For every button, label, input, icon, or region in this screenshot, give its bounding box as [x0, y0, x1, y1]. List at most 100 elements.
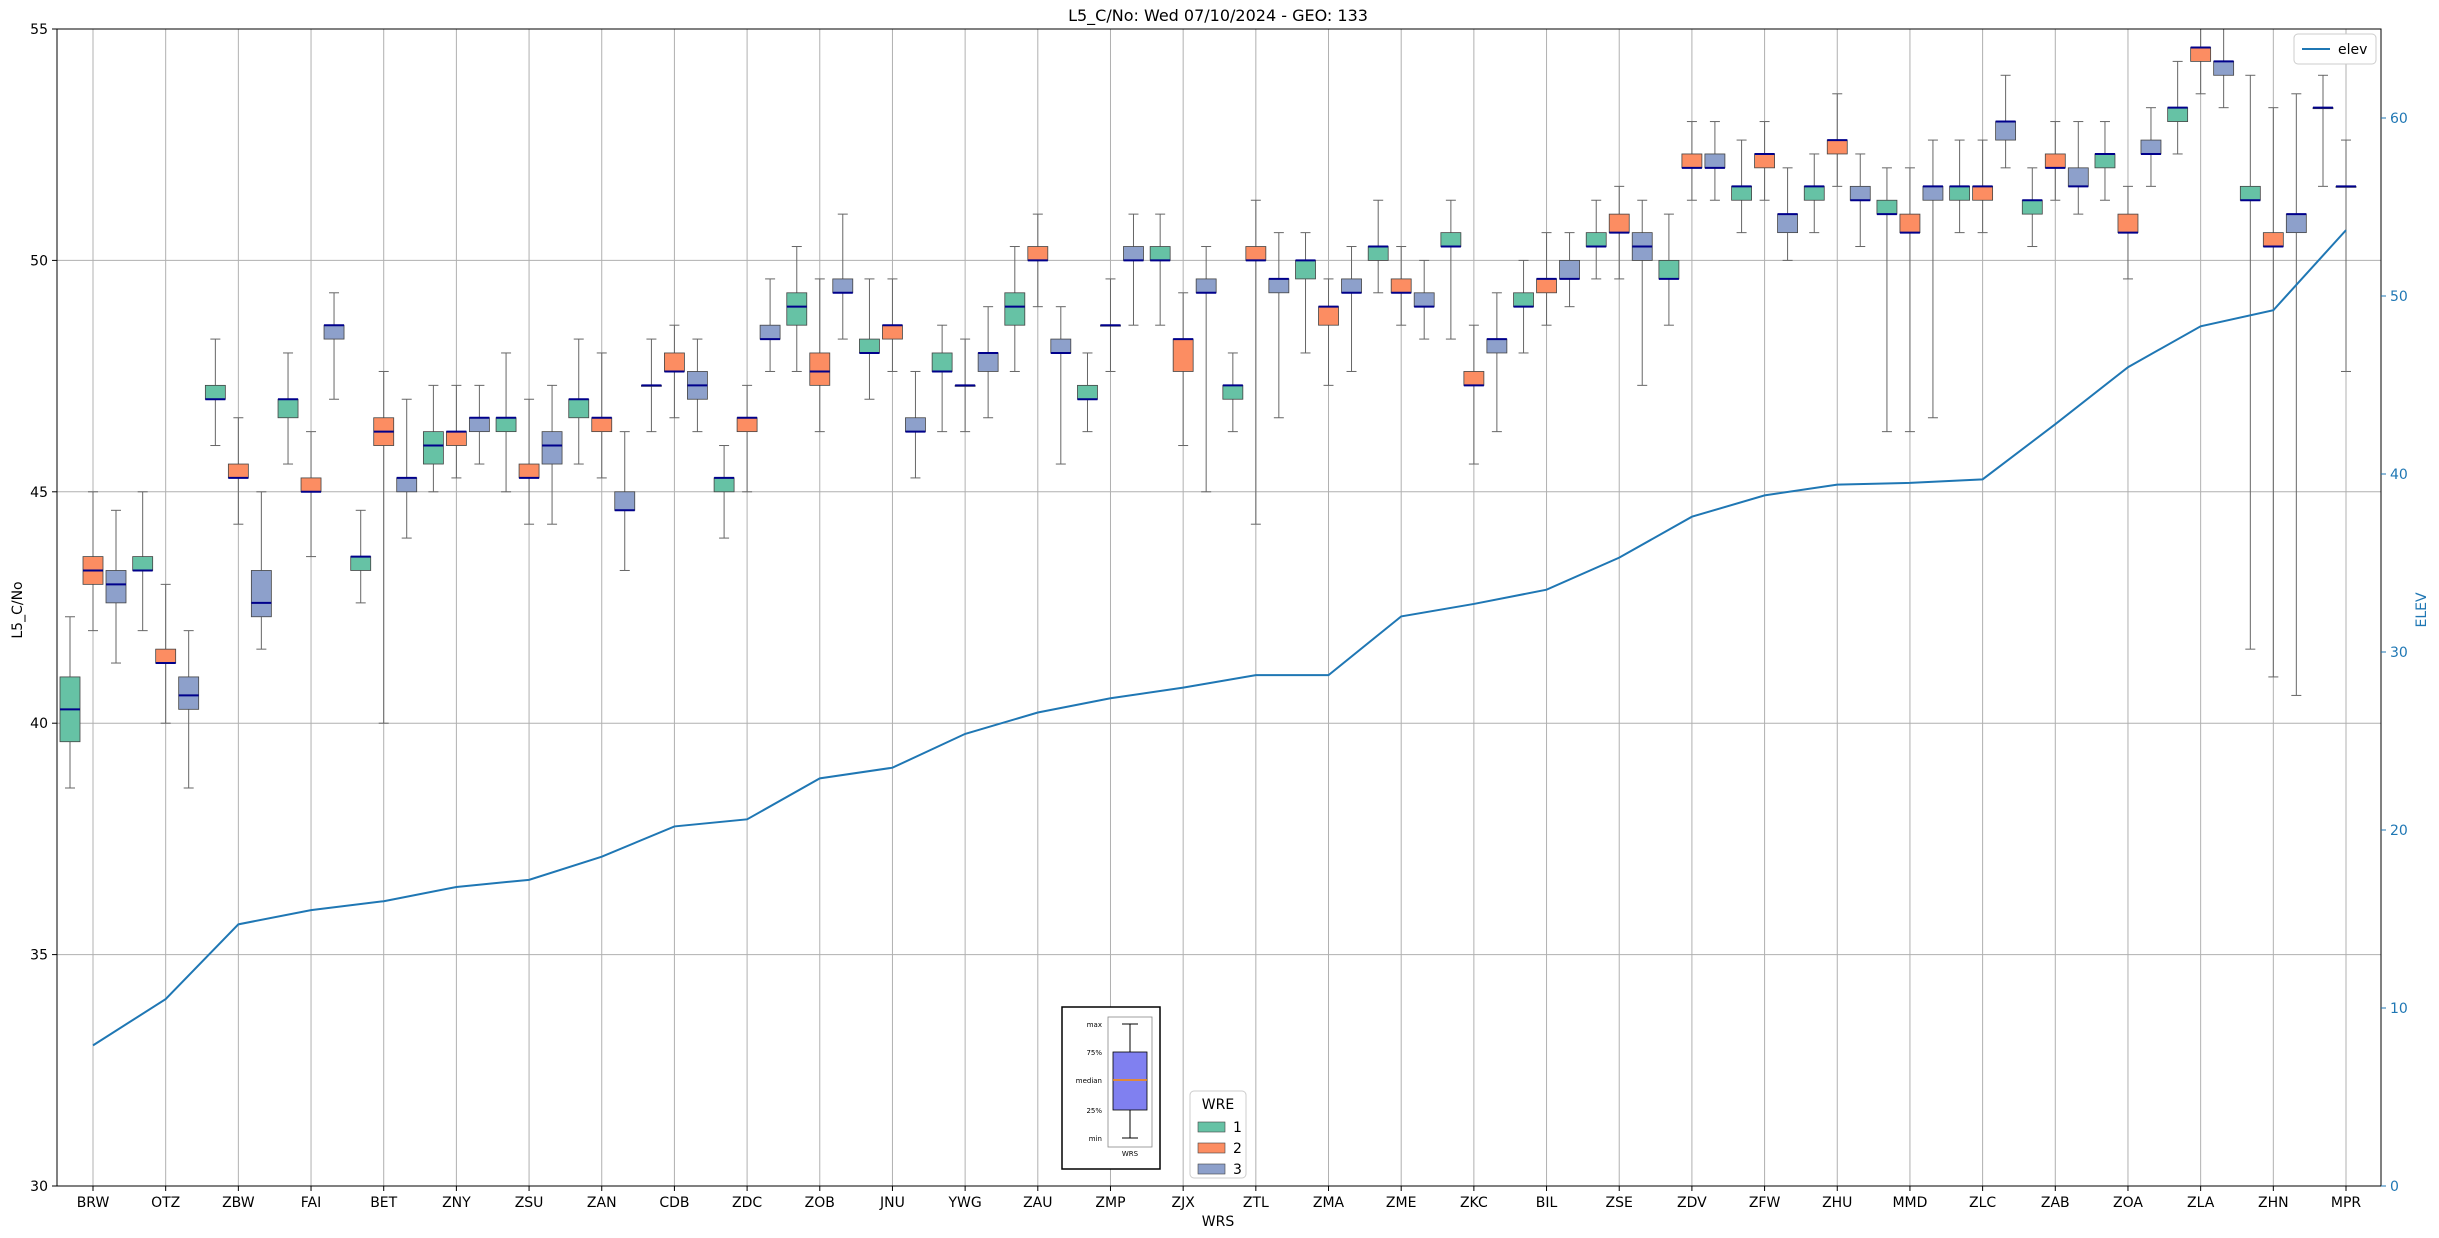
- box-plot: [859, 278, 880, 400]
- box-plot: [882, 278, 903, 372]
- box-plot: [2140, 107, 2162, 187]
- box-iqr: [1681, 153, 1703, 169]
- box-plot: [445, 384, 467, 479]
- x-tick-label: ZKC: [1460, 1195, 1488, 1211]
- box-iqr: [2067, 167, 2089, 187]
- box-iqr: [759, 324, 781, 340]
- x-axis-label: WRS: [1202, 1214, 1235, 1230]
- box-iqr: [445, 431, 467, 446]
- box-iqr: [882, 324, 903, 340]
- box-iqr: [1559, 259, 1580, 280]
- box-iqr: [468, 417, 490, 433]
- box-iqr: [2044, 153, 2066, 169]
- key-box: [1112, 1051, 1148, 1111]
- y-tick-label: 35: [30, 948, 48, 964]
- x-tick-label: ZMA: [1313, 1195, 1345, 1211]
- y-tick-label: 50: [30, 253, 48, 269]
- box-plot: [2312, 74, 2334, 187]
- wre-legend-swatch: [1197, 1121, 1226, 1133]
- box-plot: [1413, 259, 1435, 340]
- box-plot: [1027, 213, 1049, 308]
- box-plot: [373, 370, 395, 724]
- box-iqr: [664, 352, 685, 372]
- box-iqr: [178, 676, 200, 710]
- x-tick-label: ZHU: [1822, 1195, 1852, 1211]
- box-iqr: [1513, 292, 1534, 308]
- x-tick-label: BET: [370, 1195, 397, 1211]
- box-iqr: [1731, 185, 1752, 201]
- box-plot: [1849, 153, 1871, 248]
- box-plot: [931, 324, 953, 433]
- box-plot: [59, 616, 81, 789]
- box-iqr: [1754, 153, 1775, 169]
- wre-legend-swatch: [1197, 1163, 1226, 1175]
- x-tick-label: CDB: [659, 1195, 689, 1211]
- y2-axis-label: ELEV: [2414, 592, 2430, 627]
- box-iqr: [786, 292, 808, 326]
- box-plot: [396, 398, 418, 539]
- box-plot: [2067, 121, 2089, 215]
- box-iqr: [1876, 199, 1898, 215]
- box-plot: [954, 338, 976, 433]
- y2-tick-label: 30: [2390, 645, 2408, 661]
- box-iqr: [1995, 121, 2017, 141]
- box-iqr: [1440, 232, 1462, 247]
- box-plot: [1123, 213, 1144, 326]
- box-iqr: [1390, 278, 1412, 294]
- box-plot: [736, 384, 758, 493]
- box-iqr: [1486, 338, 1508, 354]
- box-iqr: [2213, 60, 2235, 76]
- box-iqr: [591, 417, 613, 433]
- box-plot: [664, 324, 685, 419]
- x-tick-label: ZFW: [1749, 1195, 1781, 1211]
- key-label: 25%: [1086, 1107, 1102, 1115]
- x-tick-label: ZSE: [1606, 1195, 1633, 1211]
- box-iqr: [396, 477, 418, 493]
- x-tick-label: OTZ: [151, 1195, 180, 1211]
- box-iqr: [809, 352, 831, 386]
- wre-legend-label: 1: [1233, 1120, 1242, 1136]
- box-plot: [2335, 139, 2357, 372]
- box-iqr: [227, 463, 249, 479]
- box-plot: [204, 338, 226, 447]
- box-plot: [155, 583, 177, 724]
- elev-series-line: [92, 229, 2347, 1047]
- box-iqr: [832, 278, 854, 294]
- box-iqr: [1922, 185, 1944, 201]
- x-tick-label: ZJX: [1172, 1195, 1196, 1211]
- box-plot: [713, 445, 735, 539]
- box-plot: [568, 338, 590, 465]
- key-caption: WRS: [1122, 1150, 1139, 1158]
- box-plot: [2239, 74, 2261, 650]
- box-plot: [1631, 199, 1653, 386]
- x-tick-label: ZLC: [1969, 1195, 1996, 1211]
- box-iqr: [1972, 185, 1994, 201]
- box-iqr: [2140, 139, 2162, 155]
- box-plot: [350, 509, 372, 604]
- box-plot: [591, 352, 613, 479]
- x-tick-label: ZAN: [587, 1195, 617, 1211]
- y-tick-label: 55: [30, 22, 48, 38]
- box-iqr: [1704, 153, 1726, 169]
- box-iqr: [1849, 185, 1871, 201]
- box-plot: [82, 491, 104, 632]
- box-iqr: [155, 648, 177, 664]
- y2-tick-label: 60: [2390, 111, 2408, 127]
- box-iqr: [1222, 384, 1244, 400]
- box-plot: [1922, 139, 1944, 419]
- box-plot: [1318, 278, 1339, 386]
- x-tick-label: ZTL: [1243, 1195, 1269, 1211]
- x-tick-label: JNU: [879, 1195, 905, 1211]
- box-plot: [2117, 185, 2139, 280]
- box-iqr: [859, 338, 880, 354]
- box-plot: [2167, 60, 2189, 155]
- box-plot: [1899, 167, 1921, 433]
- box-plot: [1681, 121, 1703, 201]
- box-plot: [1486, 292, 1508, 433]
- x-tick-label: ZME: [1386, 1195, 1417, 1211]
- box-iqr: [250, 570, 272, 618]
- box-plot: [250, 491, 272, 650]
- box-iqr: [1585, 232, 1607, 247]
- box-plot: [1050, 306, 1072, 465]
- box-plot: [1463, 324, 1485, 465]
